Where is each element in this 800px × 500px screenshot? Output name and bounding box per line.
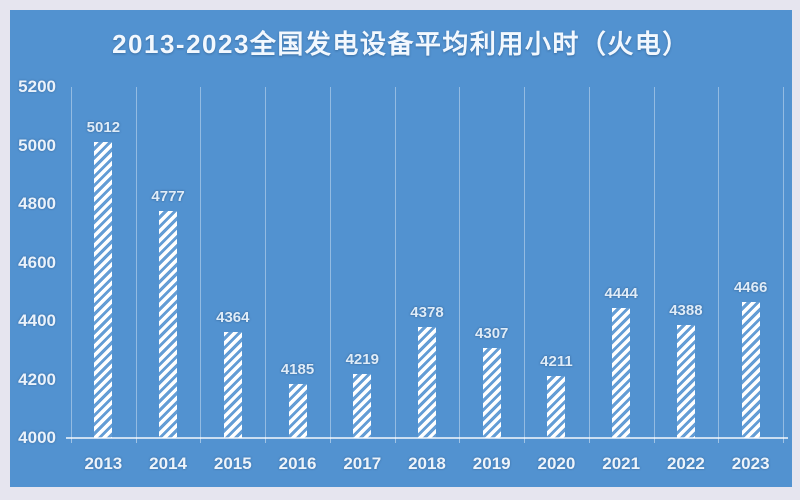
bar-value-label: 4466 [733,278,768,296]
bar-value-label: 4388 [669,301,703,319]
y-axis-line [71,87,72,438]
x-axis-tick [200,438,201,443]
bar-value-label: 4307 [475,325,509,343]
y-axis-label: 5000 [18,135,56,155]
gridline [654,87,655,438]
x-axis-tick [71,438,72,443]
x-axis-tick [395,438,396,443]
y-axis-label: 4200 [18,369,56,389]
x-axis-tick [718,438,719,443]
x-axis-tick [136,438,137,443]
gridline [265,87,266,438]
gridline [718,87,719,438]
plot-area: 5012 4777 4364 4185 4219 4378 4307 4211 4444 4388… [66,87,788,443]
gridline [589,87,590,438]
y-axis-label: 4400 [18,311,56,330]
bar-value-label: 4444 [604,285,638,303]
bar-2023 [741,301,760,438]
gridline [524,87,525,438]
chart-title: 2013-2023全国发电设备平均利用小时（火电） [112,29,690,59]
x-axis-label: 2018 [408,454,446,473]
bar-2020 [547,376,566,438]
bar-2019 [482,348,501,438]
gridline [459,87,460,438]
x-axis-label: 2017 [343,454,382,473]
gridline [330,87,331,438]
x-axis-tick [330,438,331,443]
y-axis-label: 4800 [18,194,56,213]
bar-value-label: 4777 [151,187,185,205]
y-axis-label: 4600 [18,252,56,272]
x-axis-tick [459,438,460,443]
x-axis-tick [265,438,266,443]
bar-value-label: 4378 [410,304,444,322]
bar-value-label: 4185 [280,360,315,378]
x-axis-line [66,437,788,439]
bar-value-label: 4211 [540,353,573,371]
bar-2014 [159,210,178,438]
bar-value-label: 4219 [345,350,379,368]
chart-panel: 2013-2023全国发电设备平均利用小时（火电） 5012 4777 4364 41… [10,10,792,487]
bar-2017 [353,373,372,438]
x-axis-label: 2023 [731,454,770,473]
gridline [200,87,201,438]
x-axis-label: 2015 [213,454,252,473]
bar-2021 [612,308,631,438]
x-axis-label: 2016 [278,454,317,473]
bar-2018 [418,327,436,438]
x-axis-label: 2014 [149,454,187,473]
bar-2022 [676,324,695,438]
x-axis-label: 2020 [537,454,576,473]
y-axis-label: 5200 [18,77,56,96]
y-axis-label: 4000 [18,428,56,447]
bar-value-label: 4364 [216,308,250,326]
bar-2013 [94,141,113,438]
x-axis-tick [783,438,784,443]
gridline [783,87,784,438]
x-axis-label: 2013 [84,454,123,473]
x-axis-label: 2021 [602,454,641,473]
bar-value-label: 5012 [86,118,121,136]
gridline [395,87,396,438]
x-axis-tick [589,438,590,443]
x-axis-label: 2022 [666,454,705,473]
bar-2015 [223,331,242,438]
gridline [136,87,137,438]
x-axis-label: 2019 [472,454,511,473]
x-axis-tick [524,438,525,443]
x-axis-tick [654,438,655,443]
bar-2016 [288,383,307,438]
